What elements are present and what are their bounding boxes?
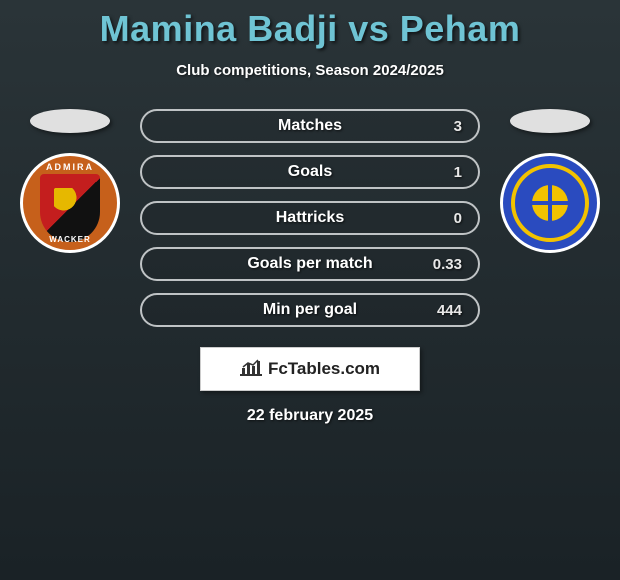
stat-value: 3 — [454, 118, 462, 135]
right-player-placeholder — [510, 109, 590, 133]
stats-column: Matches 3 Goals 1 Hattricks 0 Goals per … — [140, 109, 480, 339]
stat-row-goals-per-match: Goals per match 0.33 — [140, 247, 480, 281]
footer-date: 22 february 2025 — [0, 407, 620, 425]
main-row: ADMIRA WACKER Matches 3 Goals 1 Hattrick… — [0, 109, 620, 339]
stat-label: Goals — [288, 163, 332, 181]
left-player-placeholder — [30, 109, 110, 133]
stat-row-matches: Matches 3 — [140, 109, 480, 143]
page-title: Mamina Badji vs Peham — [0, 8, 620, 50]
bars-chart-icon — [240, 358, 262, 381]
infographic-container: Mamina Badji vs Peham Club competitions,… — [0, 0, 620, 425]
right-club-ball-icon — [532, 185, 568, 221]
stat-value: 1 — [454, 164, 462, 181]
stat-label: Goals per match — [247, 255, 372, 273]
subtitle: Club competitions, Season 2024/2025 — [0, 62, 620, 79]
brand-box[interactable]: FcTables.com — [200, 347, 420, 391]
stat-label: Hattricks — [276, 209, 344, 227]
left-club-top-text: ADMIRA — [46, 162, 94, 172]
brand-text: FcTables.com — [268, 359, 380, 379]
stat-row-goals: Goals 1 — [140, 155, 480, 189]
stat-label: Min per goal — [263, 301, 357, 319]
left-player-column: ADMIRA WACKER — [20, 109, 120, 253]
stat-row-min-per-goal: Min per goal 444 — [140, 293, 480, 327]
stat-value: 0 — [454, 210, 462, 227]
stat-value: 0.33 — [433, 256, 462, 273]
stat-value: 444 — [437, 302, 462, 319]
right-club-ring-icon — [511, 164, 589, 242]
stat-label: Matches — [278, 117, 342, 135]
left-club-bottom-text: WACKER — [49, 235, 91, 244]
left-club-badge: ADMIRA WACKER — [20, 153, 120, 253]
right-club-badge — [500, 153, 600, 253]
stat-row-hattricks: Hattricks 0 — [140, 201, 480, 235]
right-player-column — [500, 109, 600, 253]
left-club-shield-icon — [40, 174, 100, 242]
